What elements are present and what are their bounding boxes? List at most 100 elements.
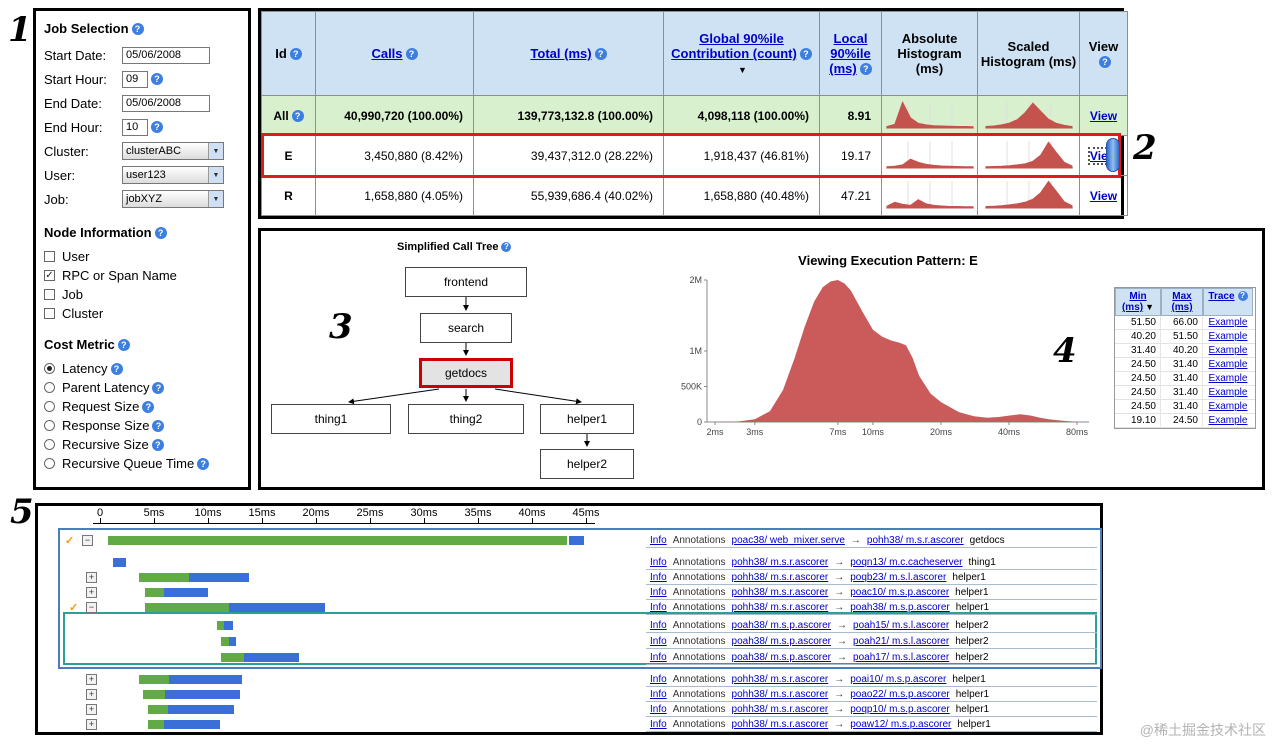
help-icon[interactable]	[197, 457, 210, 470]
call-tree-node-helper2[interactable]: helper2	[540, 449, 634, 479]
to-host-link[interactable]: poqb23/ m.s.l.ascorer	[850, 572, 947, 583]
checkbox-rpc-or-span-name[interactable]	[44, 270, 55, 281]
scrollbar-thumb[interactable]	[1106, 138, 1120, 172]
annotations-link[interactable]: Annotations	[672, 674, 726, 685]
annotations-link[interactable]: Annotations	[672, 652, 726, 663]
view-link[interactable]: View	[1089, 108, 1118, 123]
help-icon[interactable]	[152, 381, 165, 394]
select-cluster[interactable]: clusterABC	[122, 142, 224, 160]
span-bar-green[interactable]	[138, 675, 170, 684]
span-bar-blue[interactable]	[164, 690, 241, 699]
annotations-link[interactable]: Annotations	[672, 602, 726, 613]
input-enddate[interactable]: 05/06/2008	[122, 94, 210, 112]
help-icon[interactable]	[291, 109, 304, 122]
help-icon[interactable]	[501, 242, 512, 252]
from-host-link[interactable]: pohh38/ m.s.r.ascorer	[731, 572, 829, 583]
info-link[interactable]: Info	[650, 674, 667, 685]
span-bar-green[interactable]	[145, 603, 229, 612]
to-host-link[interactable]: poaw12/ m.s.p.ascorer	[850, 719, 952, 730]
trace-example-link[interactable]: Example	[1208, 359, 1248, 370]
to-host-link[interactable]: poac10/ m.s.p.ascorer	[850, 587, 950, 598]
help-icon[interactable]	[151, 73, 163, 85]
call-tree-node-getdocs[interactable]: getdocs	[419, 358, 513, 388]
input-endhour[interactable]: 10	[122, 118, 148, 136]
help-icon[interactable]	[1099, 55, 1111, 68]
expand-button[interactable]	[86, 719, 97, 730]
radio-recursive-size[interactable]	[44, 439, 55, 450]
sort-desc-icon[interactable]	[736, 61, 747, 76]
expand-button[interactable]	[86, 689, 97, 700]
trace-trace-link[interactable]: Trace	[1208, 291, 1235, 302]
annotations-link[interactable]: Annotations	[672, 719, 726, 730]
checkbox-user[interactable]	[44, 251, 55, 262]
from-host-link[interactable]: pohh38/ m.s.r.ascorer	[731, 557, 829, 568]
col-calls-link[interactable]: Calls	[371, 46, 403, 61]
info-link[interactable]: Info	[650, 557, 667, 568]
radio-parent-latency[interactable]	[44, 382, 55, 393]
call-tree-node-thing1[interactable]: thing1	[271, 404, 391, 434]
trace-example-link[interactable]: Example	[1208, 373, 1248, 384]
info-link[interactable]: Info	[650, 704, 667, 715]
span-bar-green[interactable]	[107, 536, 567, 545]
from-host-link[interactable]: poac38/ web_mixer.serve	[731, 535, 845, 546]
to-host-link[interactable]: poqp10/ m.s.p.ascorer	[850, 704, 950, 715]
span-bar-blue[interactable]	[228, 637, 237, 646]
from-host-link[interactable]: pohh38/ m.s.r.ascorer	[731, 602, 829, 613]
expand-button[interactable]	[86, 704, 97, 715]
help-icon[interactable]	[859, 63, 872, 75]
to-host-link[interactable]: poqn13/ m.c.cacheserver	[850, 557, 963, 568]
span-bar-green[interactable]	[221, 653, 244, 662]
from-host-link[interactable]: pohh38/ m.s.r.ascorer	[731, 674, 829, 685]
from-host-link[interactable]: pohh38/ m.s.r.ascorer	[731, 689, 829, 700]
from-host-link[interactable]: pohh38/ m.s.r.ascorer	[731, 704, 829, 715]
help-icon[interactable]	[594, 48, 607, 60]
help-icon[interactable]	[154, 226, 167, 239]
span-bar-green[interactable]	[138, 573, 189, 582]
checkbox-cluster[interactable]	[44, 308, 55, 319]
to-host-link[interactable]: poah15/ m.s.l.ascorer	[853, 620, 950, 631]
span-bar-blue[interactable]	[568, 536, 584, 545]
from-host-link[interactable]: pohh38/ m.s.r.ascorer	[731, 719, 829, 730]
span-bar-blue[interactable]	[163, 588, 208, 597]
info-link[interactable]: Info	[650, 620, 667, 631]
span-bar-blue[interactable]	[113, 558, 126, 567]
to-host-link[interactable]: poah21/ m.s.l.ascorer	[853, 636, 950, 647]
from-host-link[interactable]: poah38/ m.s.p.ascorer	[731, 652, 832, 663]
help-icon[interactable]	[152, 419, 165, 432]
radio-response-size[interactable]	[44, 420, 55, 431]
annotations-link[interactable]: Annotations	[672, 636, 726, 647]
select-job[interactable]: jobXYZ	[122, 190, 224, 208]
to-host-link[interactable]: poah38/ m.s.p.ascorer	[850, 602, 950, 613]
help-icon[interactable]	[110, 362, 123, 375]
col-global-link[interactable]: Global 90%ile Contribution (count)	[671, 31, 797, 61]
help-icon[interactable]	[117, 338, 130, 351]
sort-desc-icon[interactable]	[1143, 302, 1154, 313]
help-icon[interactable]	[131, 22, 144, 35]
col-local-link[interactable]: Local 90%ile (ms)	[829, 31, 871, 76]
from-host-link[interactable]: poah38/ m.s.p.ascorer	[731, 636, 832, 647]
span-bar-blue[interactable]	[168, 705, 234, 714]
info-link[interactable]: Info	[650, 652, 667, 663]
span-bar-green[interactable]	[145, 588, 164, 597]
info-link[interactable]: Info	[650, 587, 667, 598]
expand-button[interactable]	[86, 674, 97, 685]
radio-recursive-queue-time[interactable]	[44, 458, 55, 469]
span-bar-blue[interactable]	[224, 621, 233, 630]
annotations-link[interactable]: Annotations	[672, 557, 726, 568]
radio-latency[interactable]	[44, 363, 55, 374]
trace-example-link[interactable]: Example	[1208, 317, 1248, 328]
span-bar-blue[interactable]	[169, 675, 243, 684]
chevron-down-icon[interactable]	[208, 167, 223, 183]
collapse-button[interactable]	[86, 602, 97, 613]
from-host-link[interactable]: pohh38/ m.s.r.ascorer	[731, 587, 829, 598]
span-bar-blue[interactable]	[188, 573, 250, 582]
span-bar-green[interactable]	[221, 637, 229, 646]
span-bar-green[interactable]	[143, 690, 165, 699]
chevron-down-icon[interactable]	[208, 143, 223, 159]
to-host-link[interactable]: poai10/ m.s.p.ascorer	[850, 674, 947, 685]
call-tree-node-thing2[interactable]: thing2	[408, 404, 524, 434]
trace-example-link[interactable]: Example	[1208, 331, 1248, 342]
call-tree-node-search[interactable]: search	[420, 313, 512, 343]
expand-button[interactable]	[86, 572, 97, 583]
annotations-link[interactable]: Annotations	[672, 572, 726, 583]
